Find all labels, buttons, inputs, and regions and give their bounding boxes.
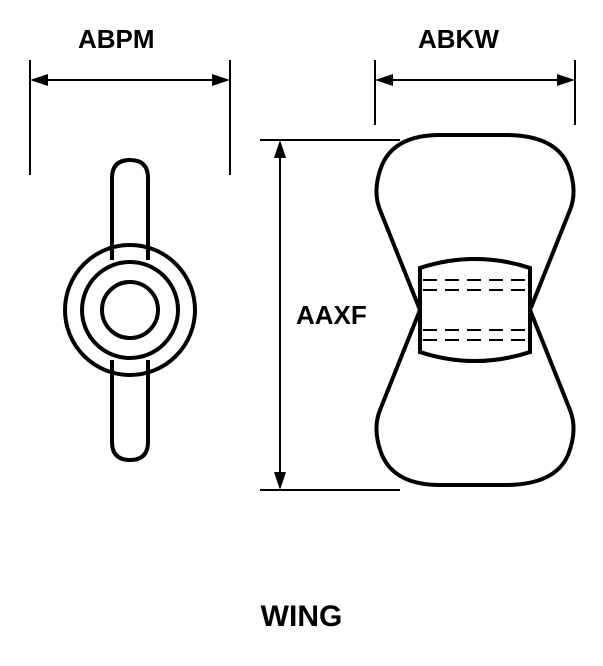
wing-nut-side-view: [376, 135, 573, 485]
abpm-label: ABPM: [78, 24, 155, 55]
aaxf-label: AAXF: [296, 300, 367, 331]
abpm-dimension: [30, 60, 230, 175]
diagram-title: WING: [0, 600, 603, 634]
abkw-dimension: [375, 60, 575, 125]
wing-nut-top-view: [65, 160, 195, 460]
abkw-label: ABKW: [418, 24, 499, 55]
wing-nut-diagram: [0, 0, 603, 666]
